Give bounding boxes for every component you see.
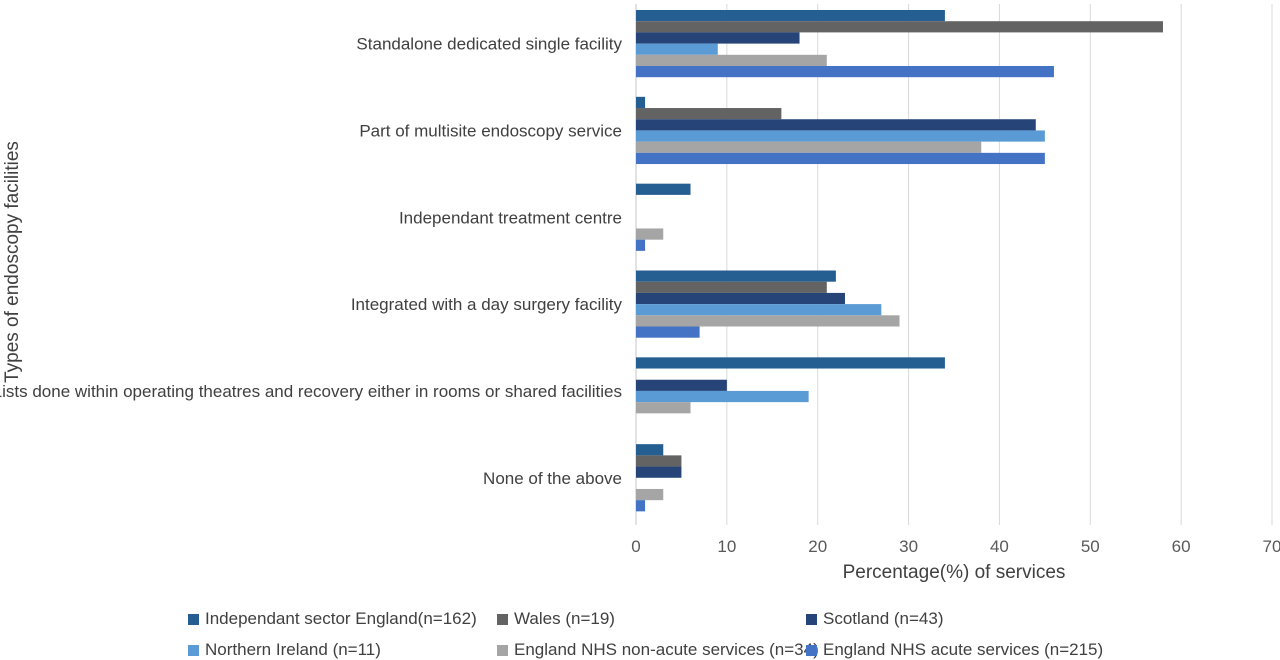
category-label: Integrated with a day surgery facility	[351, 295, 623, 314]
bar	[636, 500, 646, 512]
x-tick-label: 10	[717, 537, 736, 556]
bar	[636, 281, 827, 293]
legend: Independant sector England(n=162) Wales (…	[0, 600, 1280, 660]
legend-swatch	[806, 613, 817, 625]
bar-chart: Standalone dedicated single facility Part…	[0, 4, 1280, 583]
legend-swatch	[497, 613, 508, 625]
bar	[636, 357, 945, 369]
bar	[636, 141, 982, 153]
legend-item: Scotland (n=43)	[806, 609, 944, 629]
bar	[636, 96, 646, 109]
legend-label: Scotland (n=43)	[823, 609, 944, 628]
legend-label: England NHS acute services (n=215)	[823, 640, 1104, 659]
x-tick-labels: 0 10 20 30 40 50 60 70	[631, 537, 1280, 556]
category-label: Lists done within operating theatres and…	[0, 382, 622, 401]
legend-item: England NHS non-acute services (n=34)	[497, 640, 819, 660]
legend-swatch	[806, 644, 817, 656]
bar	[636, 43, 718, 55]
legend-item: Independant sector England(n=162)	[188, 609, 477, 629]
legend-item: Northern Ireland (n=11)	[188, 640, 381, 660]
x-tick-label: 0	[631, 537, 640, 556]
bar	[636, 315, 900, 327]
legend-label: Wales (n=19)	[514, 609, 615, 628]
category-labels: Standalone dedicated single facility Part…	[0, 35, 622, 488]
gridlines	[635, 4, 1273, 525]
x-axis-title: Percentage(%) of services	[843, 562, 1066, 583]
bar	[636, 292, 845, 305]
legend-label: England NHS non-acute services (n=34)	[514, 640, 819, 659]
bar	[636, 326, 700, 338]
legend-label: Northern Ireland (n=11)	[205, 640, 381, 659]
bar-group	[636, 10, 1163, 512]
bar	[636, 10, 945, 22]
bar	[636, 488, 664, 501]
bar	[636, 130, 1045, 142]
category-label: None of the above	[483, 469, 622, 488]
bar	[636, 444, 664, 456]
legend-swatch	[188, 613, 199, 625]
bar	[636, 270, 836, 282]
legend-swatch	[188, 644, 199, 656]
bar	[636, 455, 682, 467]
bar	[636, 66, 1054, 78]
category-label: Standalone dedicated single facility	[356, 35, 622, 54]
bar	[636, 183, 691, 195]
bar	[636, 228, 664, 240]
bar	[636, 239, 646, 251]
bar	[636, 54, 827, 66]
legend-item: Wales (n=19)	[497, 609, 615, 629]
bar	[636, 32, 800, 44]
bar	[636, 108, 782, 120]
bar	[636, 379, 727, 391]
bar	[636, 390, 809, 403]
category-label: Independant treatment centre	[399, 208, 622, 227]
category-label: Part of multisite endoscopy service	[359, 121, 622, 140]
bar	[636, 21, 1163, 33]
bar	[636, 119, 1036, 131]
bar	[636, 466, 682, 478]
x-tick-label: 30	[899, 537, 918, 556]
legend-swatch	[497, 644, 508, 656]
x-tick-label: 20	[808, 537, 827, 556]
x-tick-label: 70	[1263, 537, 1280, 556]
x-tick-label: 50	[1081, 537, 1100, 556]
bar	[636, 304, 882, 316]
x-tick-label: 40	[990, 537, 1009, 556]
legend-label: Independant sector England(n=162)	[205, 609, 477, 628]
bar	[636, 402, 691, 414]
legend-item: England NHS acute services (n=215)	[806, 640, 1103, 660]
x-tick-label: 60	[1172, 537, 1191, 556]
y-axis-title: Types of endoscopy facilities	[2, 141, 23, 383]
bar	[636, 152, 1045, 165]
